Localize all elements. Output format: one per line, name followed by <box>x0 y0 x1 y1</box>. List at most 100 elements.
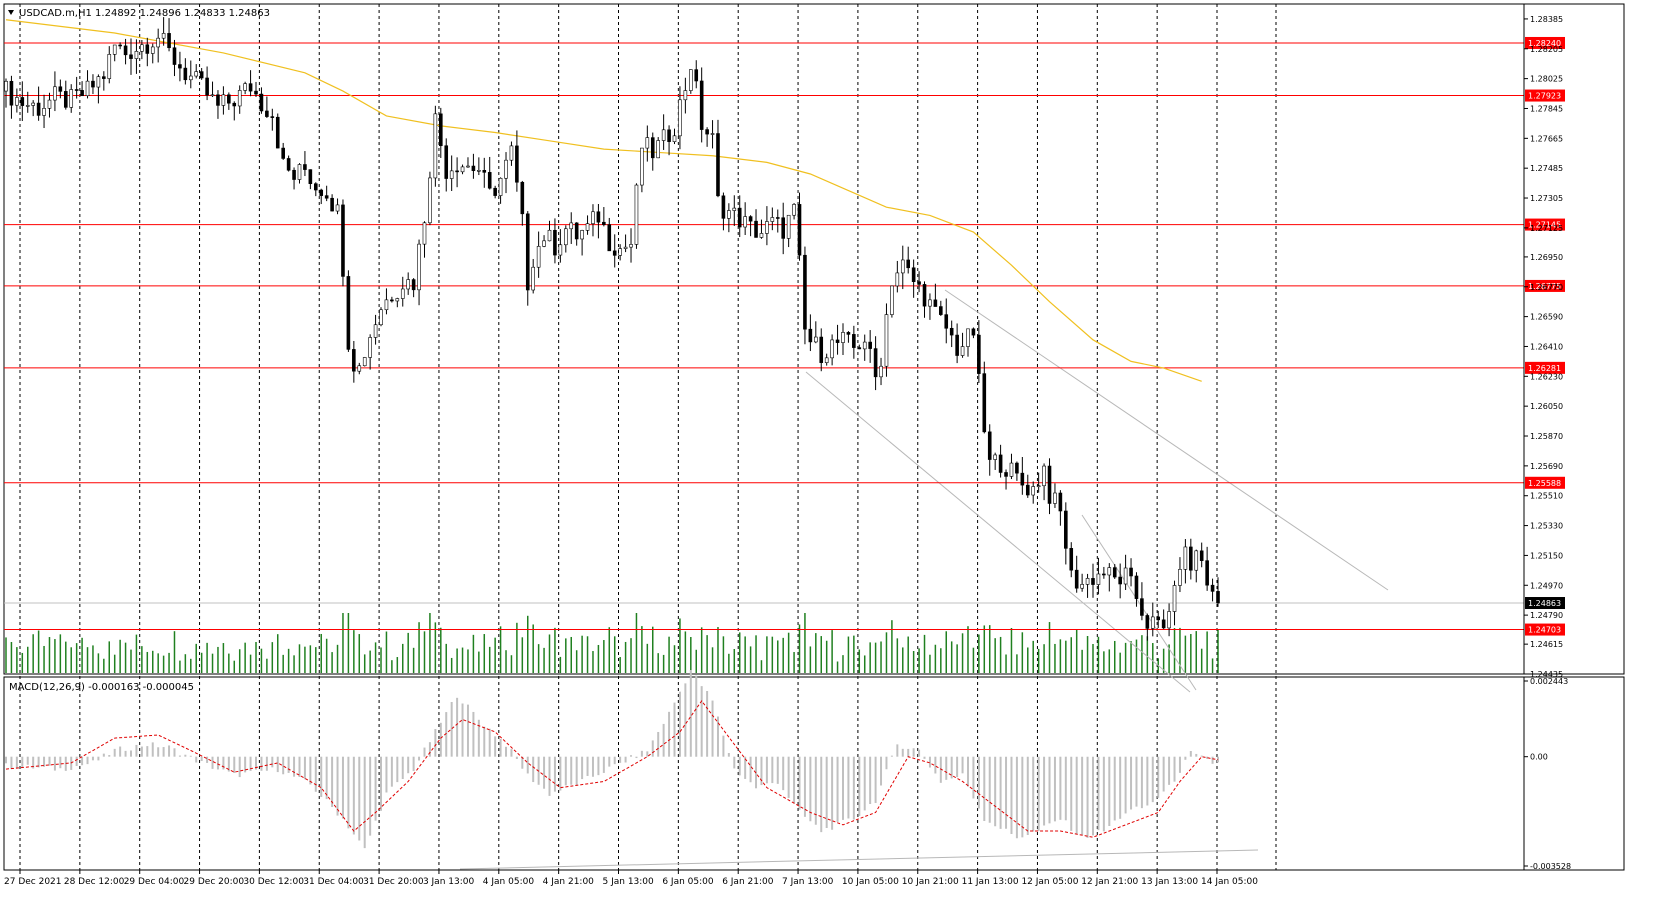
candle-body <box>335 204 340 212</box>
candle-body <box>341 204 345 277</box>
channel-lower-line[interactable] <box>805 371 1191 693</box>
candle-body <box>205 77 209 96</box>
candle-body <box>993 454 997 460</box>
candle-body <box>216 94 220 106</box>
candle-body <box>107 54 112 79</box>
macd-signal-line[interactable] <box>5 700 1219 838</box>
candle-body <box>297 164 302 180</box>
candle-body <box>281 147 285 159</box>
macd-trend-line[interactable] <box>459 849 1259 870</box>
y-tick-label: 1.24790 <box>1530 611 1563 620</box>
candle-body <box>221 94 226 106</box>
level-price-tag <box>1525 361 1565 374</box>
candle-body <box>194 71 199 77</box>
levels-layer: 1.28240 1.27923 1.27145 1.26775 1.26281 1.255… <box>4 36 1565 636</box>
candle-body <box>134 51 139 59</box>
candle-body <box>1102 573 1106 576</box>
candle-body <box>15 97 19 106</box>
trend-channel-layer <box>459 289 1389 870</box>
candle-body <box>971 328 976 336</box>
x-tick-label: 12 Jan 21:00 <box>1081 877 1138 887</box>
candle-body <box>324 195 329 199</box>
candle-body <box>400 288 405 299</box>
candle-body <box>286 158 291 171</box>
moving-average-line[interactable] <box>5 19 1202 382</box>
y-tick-label: 1.25690 <box>1530 462 1563 471</box>
candle-body <box>9 80 14 106</box>
candle-body <box>1074 569 1079 589</box>
candle-body <box>672 135 677 142</box>
candle-body <box>710 133 715 135</box>
candle-body <box>525 213 530 291</box>
candle-body <box>53 86 57 101</box>
candle-body <box>727 210 731 219</box>
candle-body <box>955 334 959 356</box>
candle-body <box>591 211 595 224</box>
candle-body <box>417 243 421 291</box>
level-price-label: 1.27145 <box>1528 221 1561 230</box>
candle-body <box>477 170 481 172</box>
x-tick-label: 31 Dec 20:00 <box>363 877 424 887</box>
candle-body <box>846 332 851 335</box>
candle-body <box>928 299 932 307</box>
y-tick-label: 1.25870 <box>1530 432 1563 441</box>
candle-body <box>759 233 764 238</box>
candle-body <box>694 69 699 82</box>
candle-body <box>248 83 253 92</box>
candle-body <box>379 309 383 326</box>
candle-body <box>531 266 535 291</box>
candle-body <box>460 166 465 173</box>
candle-body <box>58 86 63 92</box>
y-tick-label: 1.27485 <box>1530 164 1563 173</box>
candle-body <box>102 76 106 79</box>
x-tick-label: 6 Jan 05:00 <box>662 877 714 887</box>
x-tick-label: 10 Jan 21:00 <box>902 877 959 887</box>
candle-body <box>602 221 606 225</box>
candle-body <box>998 454 1003 473</box>
candle-body <box>373 324 378 338</box>
candle-body <box>884 314 889 367</box>
y-tick-label: 1.25330 <box>1530 522 1563 531</box>
candle-body <box>449 170 454 179</box>
price-pane-frame <box>3 3 1625 675</box>
x-tick-label: 5 Jan 13:00 <box>603 877 655 887</box>
y-tick-label: 1.26590 <box>1530 313 1563 322</box>
level-price-label: 1.25588 <box>1528 479 1561 488</box>
candle-body <box>960 346 965 356</box>
channel-upper-line[interactable] <box>944 289 1389 591</box>
candle-body <box>775 217 780 219</box>
dropdown-triangle-icon[interactable] <box>8 10 14 15</box>
candle-body <box>1064 510 1068 549</box>
candle-body <box>515 145 519 183</box>
candle-body <box>1167 611 1171 629</box>
candle-body <box>406 279 410 290</box>
candle-body <box>4 80 8 92</box>
x-tick-label: 6 Jan 21:00 <box>722 877 774 887</box>
candle-body <box>292 169 296 180</box>
candle-body <box>547 229 552 242</box>
candle-body <box>1216 591 1220 604</box>
current-price-label: 1.24863 <box>1528 599 1561 608</box>
candle-body <box>689 69 693 91</box>
candle-body <box>1085 578 1090 585</box>
y-tick-label: 1.25510 <box>1530 492 1563 501</box>
y-tick-label: 1.26050 <box>1530 402 1563 411</box>
candle-body <box>1172 585 1177 612</box>
candle-body <box>520 181 525 215</box>
candle-body <box>536 246 541 268</box>
candle-body <box>199 71 204 79</box>
candle-body <box>270 116 275 118</box>
macd-y-tick-label: -0.003528 <box>1530 862 1571 871</box>
candle-body <box>1107 567 1112 576</box>
candle-body <box>80 90 84 97</box>
candle-body <box>852 334 856 348</box>
candle-body <box>493 187 497 196</box>
y-tick-label: 1.26410 <box>1530 342 1563 351</box>
candle-body <box>74 89 79 91</box>
candle-body <box>352 349 356 372</box>
y-tick-label: 1.28385 <box>1530 15 1563 24</box>
channel-inner-line[interactable] <box>1081 514 1197 691</box>
candle-body <box>20 97 25 106</box>
